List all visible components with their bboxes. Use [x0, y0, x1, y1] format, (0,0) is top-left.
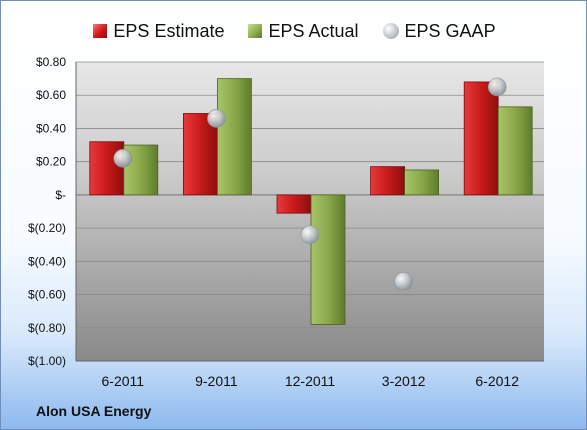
- x-tick-label: 9-2011: [195, 373, 238, 389]
- y-tick-label: $(0.60): [28, 288, 66, 302]
- y-tick-label: $0.20: [36, 155, 66, 169]
- bar-eps-actual: [216, 78, 252, 196]
- legend-swatch-eps-estimate: [93, 24, 108, 38]
- bar-eps-estimate: [182, 113, 218, 196]
- y-tick-label: $(0.80): [28, 321, 66, 335]
- y-tick-label: $0.40: [36, 121, 66, 135]
- y-tick-label: $-: [55, 188, 66, 202]
- bar-eps-estimate: [89, 141, 125, 196]
- x-tick-label: 6-2011: [102, 373, 145, 389]
- y-tick-label: $0.60: [36, 88, 66, 102]
- legend-item-eps-gaap: EPS GAAP: [382, 20, 496, 42]
- x-tick-label: 6-2012: [475, 373, 519, 389]
- point-eps-gaap: [487, 77, 507, 97]
- point-eps-gaap: [113, 149, 133, 168]
- legend-swatch-eps-gaap: [382, 23, 399, 39]
- legend-label-eps-estimate: EPS Estimate: [113, 20, 225, 41]
- point-eps-gaap: [394, 271, 413, 291]
- y-tick-label: $(1.00): [28, 354, 66, 368]
- bar-eps-actual: [404, 169, 440, 196]
- legend-label-eps-gaap: EPS GAAP: [404, 20, 496, 41]
- x-tick-label: 3-2012: [382, 373, 426, 389]
- legend-item-eps-actual: EPS Actual: [248, 20, 359, 42]
- y-tick-label: $(0.40): [28, 254, 66, 268]
- point-eps-gaap: [207, 109, 226, 128]
- bar-eps-estimate: [276, 194, 312, 214]
- legend: EPS Estimate EPS Actual EPS GAAP: [1, 18, 586, 44]
- bar-eps-actual: [310, 194, 346, 325]
- y-tick-label: $0.80: [36, 55, 66, 69]
- company-title: Alon USA Energy: [36, 403, 152, 419]
- bar-eps-estimate: [370, 166, 406, 196]
- y-tick-label: $(0.20): [28, 221, 66, 235]
- point-eps-gaap: [300, 225, 320, 245]
- bar-eps-actual: [497, 106, 533, 196]
- legend-label-eps-actual: EPS Actual: [268, 20, 359, 41]
- bar-eps-estimate: [463, 81, 499, 196]
- legend-item-eps-estimate: EPS Estimate: [93, 21, 224, 42]
- legend-swatch-eps-actual: [248, 24, 263, 38]
- x-tick-label: 12-2011: [285, 373, 336, 389]
